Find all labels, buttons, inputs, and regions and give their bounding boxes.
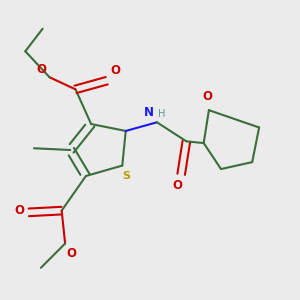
Text: O: O [202, 89, 212, 103]
Text: H: H [158, 109, 165, 119]
Text: S: S [122, 171, 130, 181]
Text: O: O [36, 62, 46, 76]
Text: O: O [173, 179, 183, 192]
Text: O: O [67, 247, 77, 260]
Text: N: N [144, 106, 154, 119]
Text: O: O [110, 64, 120, 77]
Text: O: O [15, 204, 25, 217]
